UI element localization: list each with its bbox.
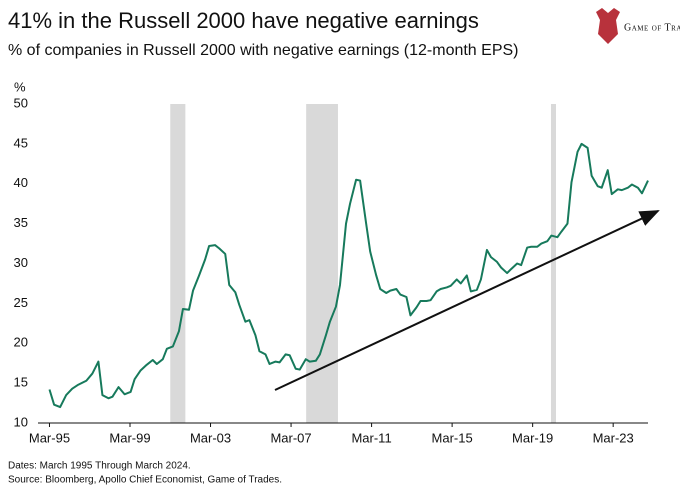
logo-text: Game of Trades xyxy=(624,22,680,33)
y-tick-label: 40 xyxy=(14,175,28,190)
x-tick-label: Mar-19 xyxy=(512,430,553,445)
x-tick-label: Mar-15 xyxy=(432,430,473,445)
x-tick-label: Mar-07 xyxy=(270,430,311,445)
y-tick-label: 15 xyxy=(14,375,28,390)
y-tick-label: 25 xyxy=(14,295,28,310)
y-tick-label: 20 xyxy=(14,335,28,350)
trend-arrow xyxy=(274,210,660,391)
x-tick-label: Mar-95 xyxy=(29,430,70,445)
x-tick-label: Mar-11 xyxy=(351,430,391,445)
y-tick-label: 35 xyxy=(14,215,28,230)
x-tick-label: Mar-03 xyxy=(190,430,231,445)
note: Source: Bloomberg, Apollo Chief Economis… xyxy=(8,475,282,486)
y-tick-label: 30 xyxy=(14,255,28,270)
recession-band xyxy=(550,104,556,423)
recession-band xyxy=(170,104,186,423)
logo: Game of Trades xyxy=(596,8,680,44)
x-tick-label: Mar-23 xyxy=(593,430,634,445)
y-axis-label: % xyxy=(14,79,26,94)
chart-subtitle: % of companies in Russell 2000 with nega… xyxy=(8,42,519,59)
data-line xyxy=(48,142,649,409)
y-tick-label: 50 xyxy=(14,95,28,110)
y-tick-label: 10 xyxy=(14,414,28,429)
x-tick-label: Mar-99 xyxy=(109,430,150,445)
recession-band xyxy=(306,104,338,423)
chart-title: 41% in the Russell 2000 have negative ea… xyxy=(8,8,479,33)
logo-icon xyxy=(596,8,620,44)
y-tick-label: 45 xyxy=(14,135,28,150)
note: Dates: March 1995 Through March 2024. xyxy=(8,461,191,472)
